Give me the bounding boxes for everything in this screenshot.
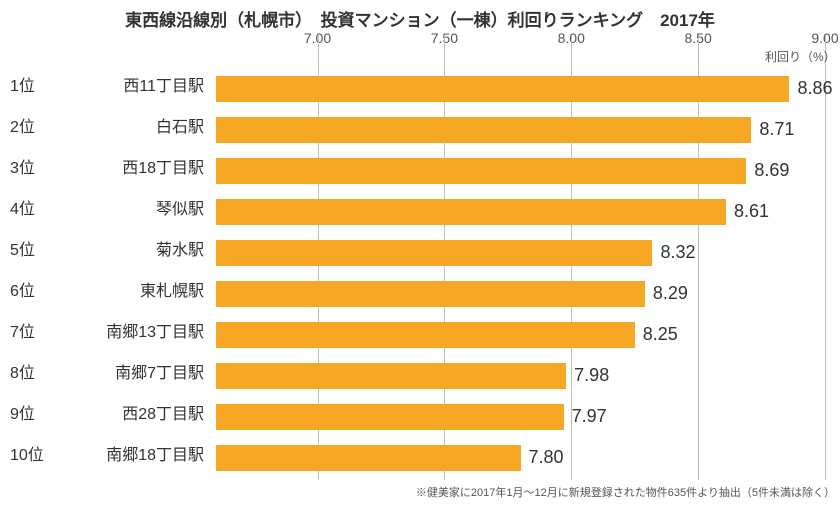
value-label: 8.61 [734, 191, 769, 232]
bar [216, 117, 751, 143]
station-label: 東札幌駅 [60, 273, 210, 311]
table-row: 9位西28丁目駅 7.97 [0, 396, 840, 437]
bar [216, 76, 789, 102]
rank-label: 7位 [10, 314, 58, 352]
value-label: 7.80 [529, 437, 564, 478]
rank-label: 10位 [10, 437, 58, 475]
station-label: 南郷18丁目駅 [60, 437, 210, 475]
station-label: 西11丁目駅 [60, 68, 210, 106]
rank-label: 9位 [10, 396, 58, 434]
rank-label: 4位 [10, 191, 58, 229]
value-label: 7.97 [572, 396, 607, 437]
bar [216, 404, 564, 430]
table-row: 7位南郷13丁目駅 8.25 [0, 314, 840, 355]
bar [216, 322, 635, 348]
table-row: 6位東札幌駅 8.29 [0, 273, 840, 314]
value-label: 8.71 [759, 109, 794, 150]
station-label: 琴似駅 [60, 191, 210, 229]
value-label: 8.32 [660, 232, 695, 273]
rank-label: 8位 [10, 355, 58, 393]
station-label: 西18丁目駅 [60, 150, 210, 188]
rank-label: 1位 [10, 68, 58, 106]
table-row: 1位西11丁目駅 8.86 [0, 68, 840, 109]
table-row: 5位菊水駅 8.32 [0, 232, 840, 273]
bar [216, 363, 566, 389]
value-label: 8.25 [643, 314, 678, 355]
chart-title: 東西線沿線別（札幌市） 投資マンション（一棟）利回りランキング 2017年 [0, 6, 840, 31]
bar [216, 281, 645, 307]
station-label: 白石駅 [60, 109, 210, 147]
ranking-bar-chart: 東西線沿線別（札幌市） 投資マンション（一棟）利回りランキング 2017年 7.… [0, 0, 840, 512]
table-row: 4位琴似駅 8.61 [0, 191, 840, 232]
table-row: 2位白石駅 8.71 [0, 109, 840, 150]
value-label: 8.69 [754, 150, 789, 191]
rank-label: 5位 [10, 232, 58, 270]
bar [216, 240, 652, 266]
table-row: 8位南郷7丁目駅 7.98 [0, 355, 840, 396]
bar [216, 158, 746, 184]
station-label: 西28丁目駅 [60, 396, 210, 434]
rank-label: 6位 [10, 273, 58, 311]
value-label: 8.86 [797, 68, 832, 109]
station-label: 南郷7丁目駅 [60, 355, 210, 393]
footnote: ※健美家に2017年1月～12月に新規登録された物件635件より抽出（5件未満は… [405, 484, 835, 500]
station-label: 南郷13丁目駅 [60, 314, 210, 352]
value-label: 7.98 [574, 355, 609, 396]
station-label: 菊水駅 [60, 232, 210, 270]
bar [216, 199, 726, 225]
table-row: 10位南郷18丁目駅 7.80 [0, 437, 840, 478]
rank-label: 3位 [10, 150, 58, 188]
table-row: 3位西18丁目駅 8.69 [0, 150, 840, 191]
rank-label: 2位 [10, 109, 58, 147]
unit-label: 利回り（%） [765, 48, 836, 65]
value-label: 8.29 [653, 273, 688, 314]
bar [216, 445, 521, 471]
